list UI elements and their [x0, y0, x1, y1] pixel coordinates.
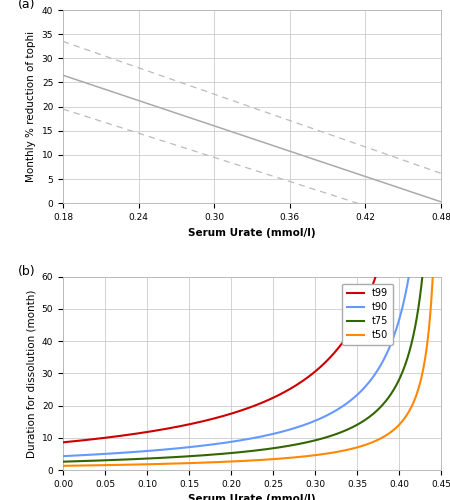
- X-axis label: Serum Urate (mmol/l): Serum Urate (mmol/l): [188, 494, 316, 500]
- Text: (a): (a): [18, 0, 35, 12]
- Y-axis label: Monthly % reduction of tophi: Monthly % reduction of tophi: [26, 31, 36, 182]
- Legend: t99, t90, t75, t50: t99, t90, t75, t50: [342, 284, 393, 345]
- X-axis label: Serum Urate (mmol/l): Serum Urate (mmol/l): [188, 228, 316, 237]
- Y-axis label: Duration for dissolution (month): Duration for dissolution (month): [26, 289, 36, 458]
- Text: (b): (b): [18, 265, 35, 278]
